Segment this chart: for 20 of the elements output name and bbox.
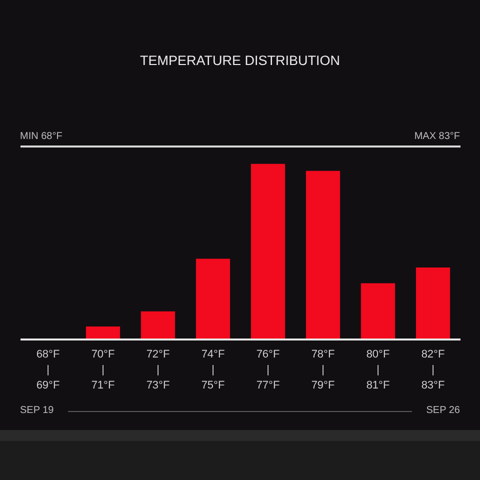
x-tick-label: 70°F | 71°F: [91, 348, 115, 392]
bar: [250, 164, 286, 340]
bar: [86, 326, 120, 340]
bar: [360, 283, 396, 340]
bar: [306, 170, 340, 340]
text: MIN 68°F: [20, 131, 62, 142]
text: SEP 26: [426, 405, 460, 416]
bar: [416, 267, 450, 340]
x-tick-label: 80°F | 81°F: [366, 348, 390, 392]
text: MAX 83°F: [414, 131, 460, 142]
x-tick-label: 78°F | 79°F: [311, 348, 335, 392]
chart-title: TEMPERATURE DISTRIBUTION: [138, 53, 341, 69]
x-tick-label: 74°F | 75°F: [201, 348, 225, 392]
bar: [140, 311, 176, 340]
x-tick-label: 72°F | 73°F: [146, 348, 170, 392]
x-tick-label: 76°F | 77°F: [256, 348, 280, 392]
x-tick-label: 68°F | 69°F: [36, 348, 60, 392]
bar: [196, 258, 230, 340]
x-tick-label: 82°F | 83°F: [421, 348, 445, 392]
text: SEP 19: [20, 405, 54, 416]
